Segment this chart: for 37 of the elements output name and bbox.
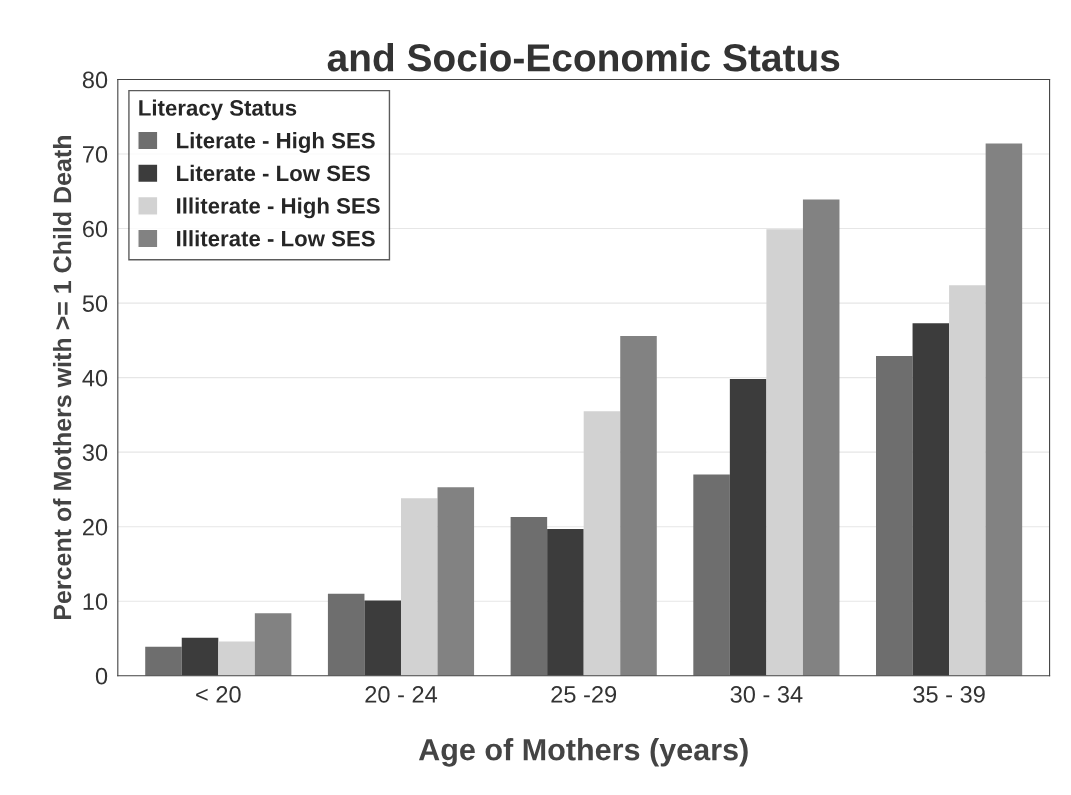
x-tick-label: 25 -29: [551, 686, 617, 703]
bar: [254, 613, 292, 676]
bar: [766, 229, 803, 676]
legend-label: Literate - Low SES: [177, 164, 370, 182]
legend-label: Literate - High SES: [177, 132, 375, 153]
bar: [218, 641, 255, 676]
bar: [583, 411, 621, 676]
bar: [949, 285, 986, 676]
y-tick-label: 0: [95, 667, 108, 685]
y-axis-title: Percent of Mothers with >= 1 Child Death: [52, 136, 72, 620]
bar: [693, 474, 730, 676]
bar: [876, 356, 913, 676]
y-tick-label: 50: [82, 295, 108, 312]
x-tick-label: 20 - 24: [365, 686, 438, 703]
y-tick-label: 80: [82, 71, 108, 89]
x-tick-label: < 20: [196, 686, 241, 703]
x-axis-title: Age of Mothers (years): [418, 738, 748, 767]
bar: [145, 646, 182, 676]
y-tick-label: 40: [82, 369, 108, 387]
chart-title: and Socio-Economic Status: [327, 42, 840, 72]
bar: [327, 593, 365, 676]
x-tick-label: 30 - 34: [730, 686, 803, 703]
bar: [510, 517, 548, 676]
bar: [985, 143, 1023, 676]
bar: [437, 487, 475, 676]
legend-label: Illiterate - High SES: [177, 197, 380, 219]
y-tick-label: 10: [83, 593, 108, 611]
bar: [620, 335, 657, 676]
y-tick-label: 20: [83, 518, 108, 536]
y-tick-label: 70: [83, 146, 108, 163]
bar: [401, 498, 438, 676]
y-tick-label: 60: [83, 220, 108, 238]
legend-label: Illiterate - Low SES: [177, 230, 375, 247]
y-tick-label: 30: [82, 444, 108, 461]
legend-title: Literacy Status: [139, 99, 297, 121]
x-tick-label: 35 - 39: [913, 686, 985, 703]
bar: [802, 199, 840, 676]
